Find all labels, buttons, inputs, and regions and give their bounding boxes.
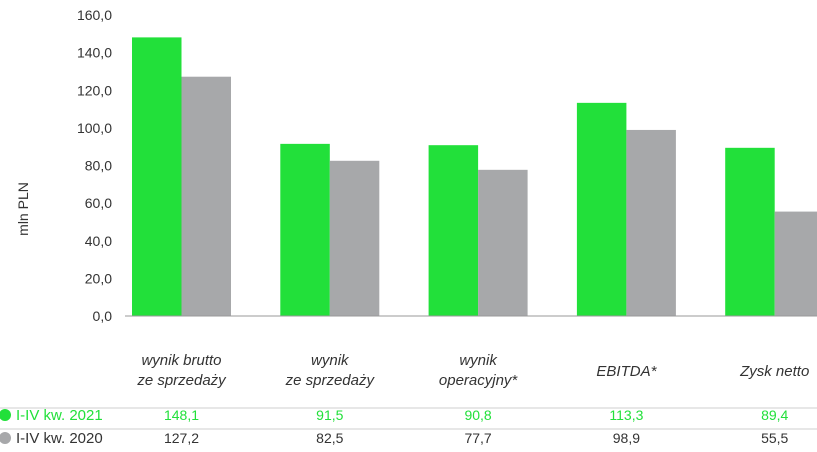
category-label: wynik brutto [141, 352, 221, 369]
data-label: 82,5 [316, 430, 343, 446]
legend-marker [0, 432, 11, 444]
data-label: 148,1 [164, 407, 199, 423]
bar-2021-4 [725, 147, 775, 316]
data-label: 127,2 [164, 430, 199, 446]
y-axis: 0,0 20,0 40,0 60,0 80,0 100,0 120,0 140,0 160,0 [77, 7, 112, 324]
category-label: wynik [311, 352, 350, 369]
data-label: 90,8 [464, 407, 491, 423]
category-label: EBITDA* [596, 363, 657, 380]
category-label: wynik [459, 352, 498, 369]
y-tick-label: 100,0 [77, 120, 112, 136]
category-labels: wynik brutto ze sprzedaży wynik ze sprzedaż… [136, 352, 809, 389]
data-table: I-IV kw. 2021 148,1 91,5 90,8 113,3 89,4 I-IV … [0, 407, 817, 447]
bar-2021-0 [132, 37, 182, 317]
y-tick-label: 40,0 [85, 233, 112, 249]
bar-2020-2 [478, 169, 528, 316]
bar-2020-1 [329, 160, 380, 316]
legend-label: I-IV kw. 2020 [16, 430, 103, 447]
bar-2021-1 [280, 143, 330, 316]
data-label: 91,5 [316, 407, 343, 423]
bar-2020-0 [181, 76, 231, 316]
y-axis-label: mln PLN [15, 182, 31, 236]
y-tick-label: 80,0 [85, 158, 112, 174]
data-label: 55,5 [761, 430, 788, 446]
bar-2021-3 [576, 102, 627, 317]
legend-label: I-IV kw. 2021 [16, 407, 103, 424]
data-label: 113,3 [609, 407, 643, 423]
data-label: 98,9 [613, 430, 640, 446]
bar-2021-2 [428, 145, 479, 316]
data-label: 77,7 [464, 430, 491, 446]
y-tick-label: 140,0 [77, 45, 112, 61]
y-tick-label: 120,0 [77, 82, 112, 98]
bar-2020-4 [774, 211, 817, 316]
bar-2020-3 [626, 129, 676, 316]
y-tick-label: 160,0 [77, 7, 112, 23]
bars [132, 37, 817, 317]
category-label: Zysk netto [739, 363, 809, 380]
category-label: ze sprzedaży [285, 372, 376, 389]
legend-marker [0, 409, 11, 421]
y-tick-label: 0,0 [93, 308, 113, 324]
category-label: operacyjny* [439, 372, 519, 389]
data-label: 89,4 [761, 407, 788, 423]
y-tick-label: 60,0 [85, 195, 112, 211]
y-tick-label: 20,0 [85, 270, 112, 286]
category-label: ze sprzedaży [136, 372, 227, 389]
